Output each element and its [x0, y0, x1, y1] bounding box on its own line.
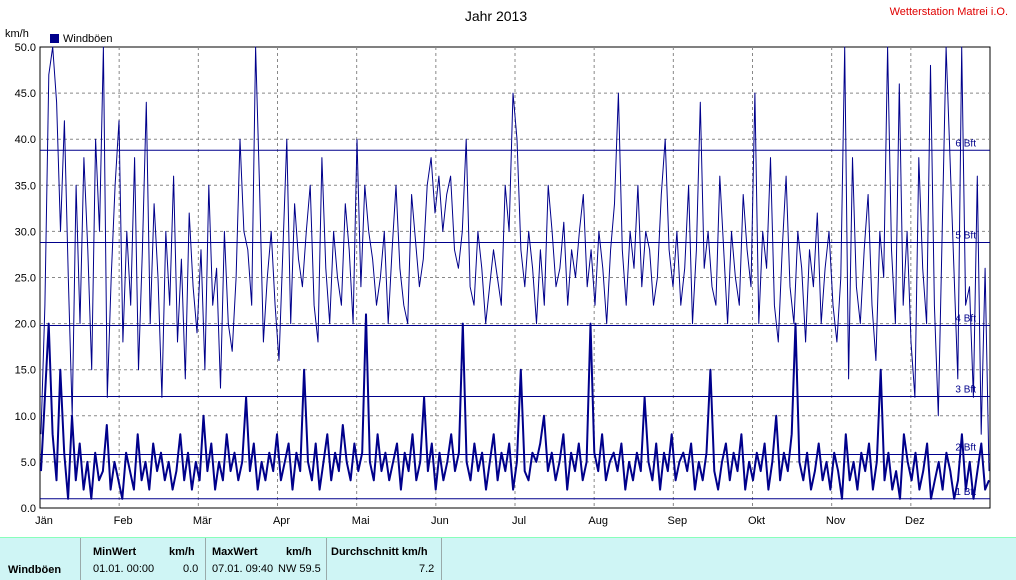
- y-tick-label: 10.0: [15, 411, 36, 423]
- legend-label: Windböen: [63, 33, 113, 45]
- x-tick-label: Aug: [588, 515, 608, 527]
- x-tick-label: Jän: [35, 515, 53, 527]
- x-tick-label: Okt: [748, 515, 765, 527]
- min-unit: km/h: [169, 546, 195, 558]
- beaufort-label: 3 Bft: [955, 384, 976, 395]
- y-tick-label: 45.0: [15, 88, 36, 100]
- stats-avg-cell: Durchschnitt km/h 7.2: [327, 538, 442, 580]
- grid: [40, 47, 990, 508]
- y-tick-label: 30.0: [15, 226, 36, 238]
- y-tick-label: 15.0: [15, 365, 36, 377]
- x-tick-label: Feb: [114, 515, 133, 527]
- max-value: NW 59.5: [278, 563, 321, 575]
- x-tick-labels: Jän Feb Mär Apr Mai Jun Jul Aug Sep Okt Nov Dez: [35, 515, 924, 527]
- beaufort-lines: 1 Bft 2 Bft 3 Bft 4 Bft 5 Bft 6 Bft: [40, 138, 990, 500]
- beaufort-label: 2 Bft: [955, 443, 976, 454]
- x-tick-label: Jul: [512, 515, 526, 527]
- avg-header: Durchschnitt km/h: [331, 546, 428, 558]
- wind-chart: Jahr 2013 Wetterstation Matrei i.O. km/h…: [5, 6, 1008, 527]
- y-tick-label: 20.0: [15, 319, 36, 331]
- y-axis-unit: km/h: [5, 28, 29, 40]
- y-tick-labels: 0.0 5.0 10.0 15.0 20.0 25.0 30.0 35.0 40.0 45.0 50…: [15, 42, 36, 515]
- stats-max-cell: MaxWert km/h 07.01. 09:40 NW 59.5: [206, 538, 327, 580]
- station-name: Wetterstation Matrei i.O.: [890, 6, 1008, 18]
- avg-value: 7.2: [419, 563, 435, 575]
- y-tick-label: 5.0: [21, 457, 36, 469]
- min-header: MinWert: [93, 546, 137, 558]
- beaufort-label: 5 Bft: [955, 230, 976, 241]
- x-tick-label: Mär: [193, 515, 212, 527]
- max-time: 07.01. 09:40: [212, 563, 274, 575]
- max-unit: km/h: [286, 546, 312, 558]
- beaufort-label: 4 Bft: [955, 313, 976, 324]
- max-header: MaxWert: [212, 546, 258, 558]
- series-line-gust: [40, 46, 990, 472]
- stats-row-label: Windböen: [8, 564, 62, 576]
- series-group: [40, 46, 990, 500]
- x-tick-label: Mai: [352, 515, 370, 527]
- y-tick-label: 35.0: [15, 180, 36, 192]
- beaufort-label: 6 Bft: [955, 138, 976, 149]
- stats-row-label-cell: Windböen: [0, 538, 81, 580]
- stats-panel: Windböen MinWert km/h 01.01. 00:00 0.0 M…: [0, 537, 1016, 580]
- x-tick-label: Dez: [905, 515, 925, 527]
- series-line-mean: [40, 313, 990, 500]
- y-tick-label: 40.0: [15, 134, 36, 146]
- min-value: 0.0: [183, 563, 199, 575]
- x-tick-label: Apr: [273, 515, 290, 527]
- x-tick-label: Jun: [431, 515, 449, 527]
- chart-title: Jahr 2013: [465, 8, 527, 24]
- y-tick-label: 0.0: [21, 503, 36, 515]
- x-tick-label: Sep: [668, 515, 688, 527]
- y-tick-label: 50.0: [15, 42, 36, 54]
- stats-min-cell: MinWert km/h 01.01. 00:00 0.0: [81, 538, 206, 580]
- y-tick-label: 25.0: [15, 273, 36, 285]
- min-time: 01.01. 00:00: [93, 563, 155, 575]
- beaufort-label: 1 Bft: [955, 487, 976, 498]
- x-tick-label: Nov: [826, 515, 846, 527]
- legend-swatch: [50, 34, 59, 43]
